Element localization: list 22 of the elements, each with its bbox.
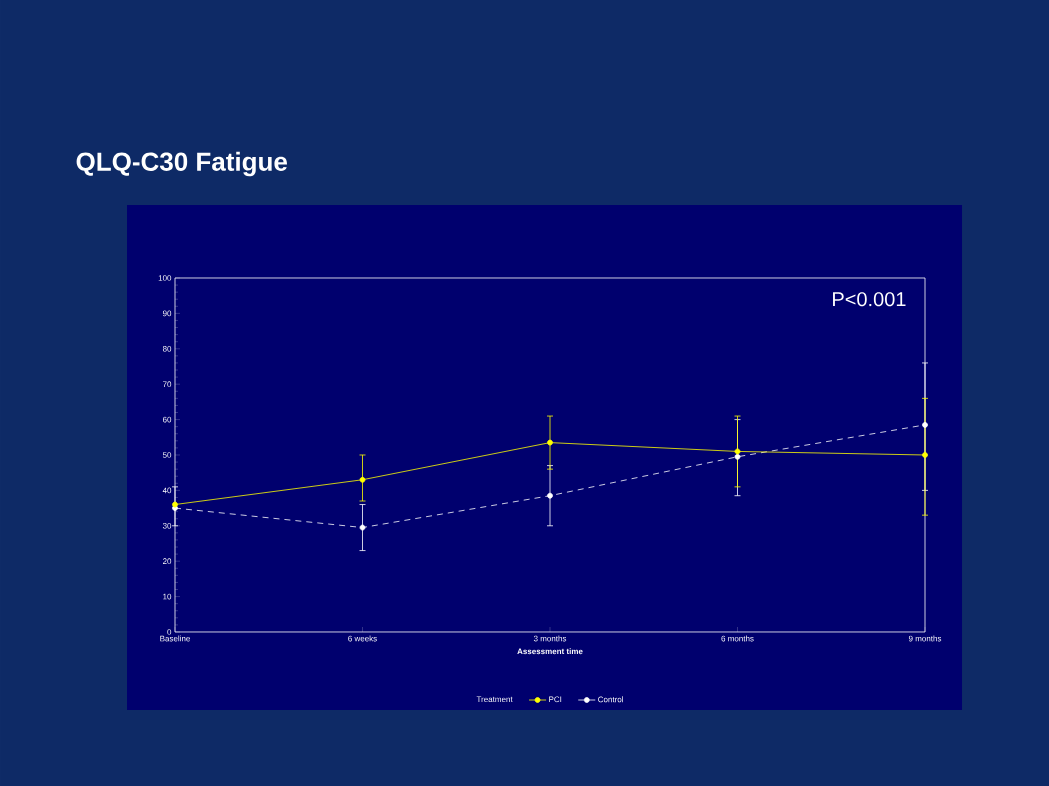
y-tick-label: 20 (162, 558, 172, 565)
y-tick-label: 30 (162, 522, 172, 529)
y-tick-label: 80 (162, 345, 172, 352)
x-tick-label: Baseline (160, 635, 190, 642)
y-tick-label: 10 (163, 593, 172, 600)
y-tick-label: 40 (162, 487, 172, 494)
legend-label: Control (598, 696, 623, 703)
y-tick-label: 100 (158, 275, 172, 281)
x-tick-label: 6 months (721, 635, 754, 642)
y-tick-label: 60 (162, 416, 172, 423)
y-tick-label: 70 (162, 381, 172, 388)
x-axis-title: Assessment time (517, 648, 583, 655)
x-tick-label: 9 months (908, 635, 942, 642)
chart-title: QLQ-C30 Fatigue (76, 151, 287, 177)
x-tick-label: 6 weeks (348, 635, 377, 642)
y-tick-label: 90 (162, 310, 172, 317)
y-tick-label: 50 (162, 452, 172, 458)
legend-label: PCI (549, 696, 562, 703)
legend-title: Treatment (476, 696, 513, 703)
annotation: P<0.001 (833, 292, 906, 307)
y-tick-label: 0 (167, 629, 172, 635)
x-tick-label: 3 months (533, 635, 567, 642)
